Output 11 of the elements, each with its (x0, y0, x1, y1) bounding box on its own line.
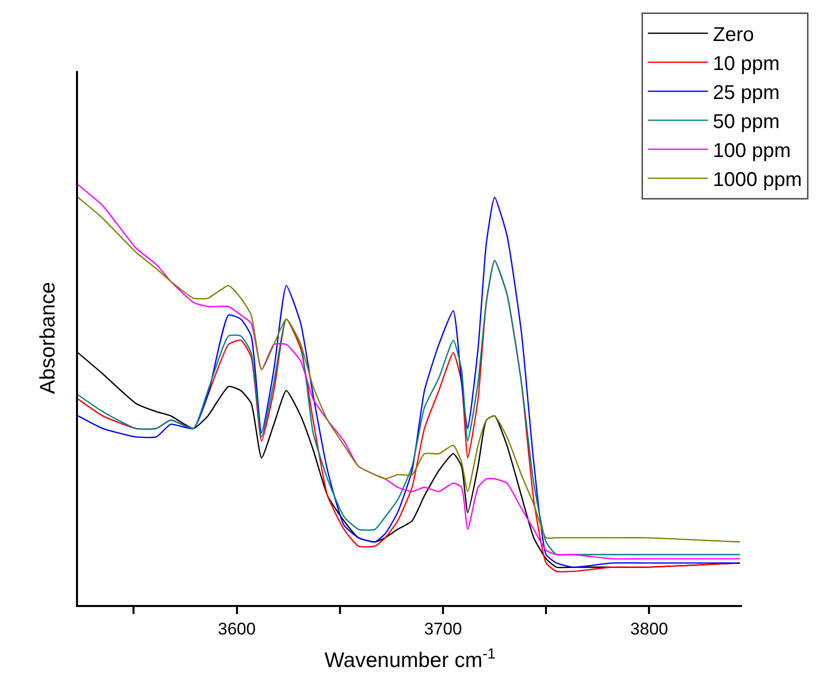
legend-label: 50 ppm (712, 111, 780, 134)
x-tick-label: 3800 (630, 619, 668, 638)
legend-label: 1000 ppm (712, 169, 802, 192)
legend-label: 25 ppm (712, 82, 780, 104)
legend-label: 100 ppm (712, 140, 791, 162)
legend-label: Zero (712, 24, 754, 46)
x-tick-label: 3700 (424, 619, 462, 638)
x-axis-title: Wavenumber cm$^{-1}$ (324, 646, 496, 672)
x-tick-label: 3600 (218, 619, 256, 638)
y-axis-title: Absorbance (36, 282, 60, 394)
legend-label: 10 ppm (712, 53, 780, 76)
